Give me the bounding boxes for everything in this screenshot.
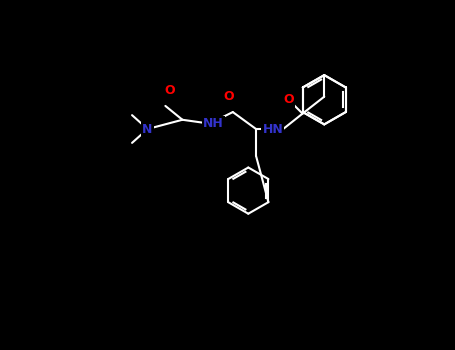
Text: O: O bbox=[283, 93, 294, 106]
Text: HN: HN bbox=[263, 122, 283, 135]
Text: N: N bbox=[142, 122, 153, 135]
Text: O: O bbox=[223, 90, 234, 103]
Text: NH: NH bbox=[203, 117, 224, 130]
Text: O: O bbox=[164, 84, 175, 97]
